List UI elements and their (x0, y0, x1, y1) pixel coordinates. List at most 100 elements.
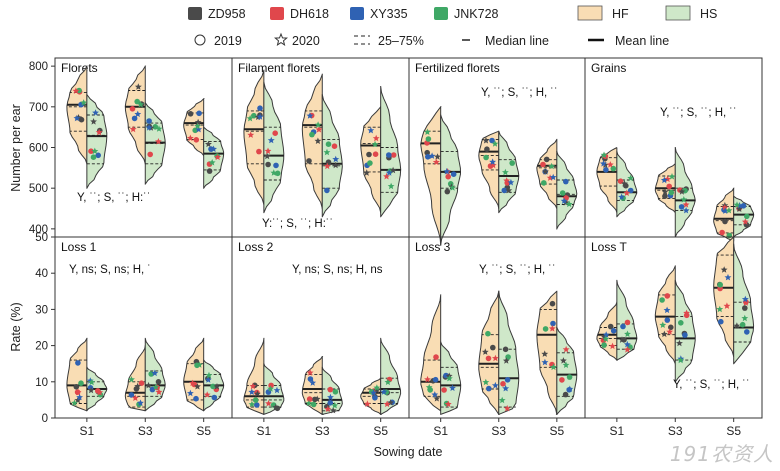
point-2019 (73, 384, 80, 390)
point-2020 (385, 169, 393, 176)
point-2020 (96, 388, 104, 396)
watermark: 191农资人 (669, 442, 774, 466)
violin-hs (555, 151, 578, 230)
point-2019 (129, 106, 136, 112)
point-2019 (666, 183, 672, 190)
point-2019 (131, 115, 138, 122)
panel-annotation: Y, ˙˙; S, ˙˙; H, ˙˙ (660, 107, 737, 119)
point-2019 (489, 137, 495, 144)
point-2020 (600, 160, 607, 167)
x-tick-label: S5 (196, 424, 211, 438)
legend-label-xy335: XY335 (370, 7, 408, 21)
violin-s5 (536, 138, 578, 230)
y-tick-label: 20 (35, 341, 48, 353)
point-2020 (315, 126, 323, 133)
point-2020 (380, 388, 388, 395)
panel-frame (584, 236, 763, 419)
violin-s5 (360, 337, 402, 415)
point-2020 (128, 376, 135, 383)
point-2019 (367, 160, 373, 166)
panel-loss-2: Loss 2 Y, ns; S, ns; H, ns (231, 236, 410, 419)
violin-hf (478, 130, 500, 209)
point-2020 (329, 406, 337, 414)
violin-hs (498, 130, 520, 214)
point-2020 (623, 189, 631, 196)
point-2020 (194, 383, 201, 390)
point-2019 (307, 376, 314, 382)
point-2020 (735, 205, 743, 212)
point-2019 (484, 146, 490, 152)
point-2020 (332, 155, 340, 163)
point-2020 (661, 188, 669, 195)
point-2019 (624, 319, 631, 326)
violin-hs (263, 81, 285, 214)
point-2019 (509, 160, 515, 166)
point-2020 (155, 125, 163, 132)
point-2019 (372, 395, 378, 401)
point-2020 (86, 377, 94, 384)
point-2019 (719, 229, 725, 236)
panel-annotation: Y, ns; S, ns; H, ˙ (69, 264, 151, 276)
point-2019 (265, 161, 271, 168)
star-icon (274, 32, 288, 47)
point-2019 (549, 300, 556, 307)
point-2020 (678, 188, 686, 195)
point-2020 (205, 140, 212, 148)
y-axis-label-top: Number per ear (9, 104, 23, 192)
point-2020 (682, 206, 690, 214)
point-2019 (445, 173, 452, 180)
point-2019 (722, 218, 728, 225)
point-2020 (363, 400, 371, 407)
point-2020 (428, 152, 436, 159)
point-2019 (206, 168, 213, 174)
point-2019 (718, 318, 724, 325)
y-tick-label: 50 (35, 232, 48, 244)
point-2019 (327, 400, 334, 406)
point-2020 (71, 399, 78, 406)
violin-hf (243, 69, 265, 205)
violin-s5 (360, 86, 402, 218)
point-2019 (251, 112, 257, 119)
point-2020 (618, 193, 625, 200)
violin-hs (555, 327, 578, 415)
point-2019 (75, 360, 81, 366)
point-2019 (78, 380, 84, 387)
panel-florets: Florets Y, ˙˙; S, ˙˙; H:˙˙ (54, 57, 233, 238)
point-2020 (208, 159, 216, 166)
point-2020 (256, 113, 264, 120)
violin-s3 (124, 65, 166, 185)
circle-icon (194, 34, 206, 46)
violin-hs (498, 290, 520, 415)
panel-loss-1: Loss 1 Y, ns; S, ns; H, ˙ (54, 236, 233, 419)
point-2020 (88, 378, 96, 386)
point-2019 (627, 187, 634, 194)
violin-hs (203, 126, 225, 189)
point-2019 (386, 152, 392, 158)
point-2019 (253, 402, 260, 408)
point-2020 (145, 124, 153, 131)
point-2019 (664, 317, 671, 323)
point-2019 (268, 382, 274, 389)
point-2020 (210, 145, 217, 152)
legend-label-2019: 2019 (214, 34, 242, 48)
point-2020 (733, 201, 741, 208)
point-2020 (195, 125, 203, 133)
point-2020 (542, 168, 549, 175)
point-2020 (449, 184, 456, 191)
point-2020 (424, 128, 431, 135)
point-2019 (541, 180, 547, 186)
violin-s1 (596, 147, 638, 218)
point-2020 (541, 350, 549, 357)
legend-label-median: Median line (485, 34, 549, 48)
point-2020 (666, 328, 674, 335)
y-axis-label-bottom: Rate (%) (9, 302, 23, 351)
violin-s1 (66, 65, 108, 189)
y-tick-label: 400 (29, 224, 48, 236)
panel-title: Loss 2 (238, 240, 274, 254)
point-2019 (252, 397, 259, 403)
violin-s3 (654, 265, 696, 383)
violin-s1 (243, 337, 285, 415)
point-2020 (134, 110, 142, 118)
point-2020 (249, 382, 257, 390)
point-2020 (602, 331, 610, 338)
